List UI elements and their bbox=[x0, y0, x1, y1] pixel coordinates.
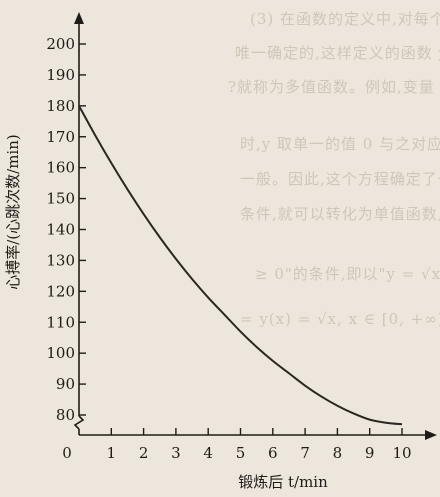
y-tick-label: 150 bbox=[46, 190, 75, 208]
y-tick-label: 90 bbox=[56, 375, 75, 393]
x-tick-label: 3 bbox=[171, 444, 181, 462]
axis-titles: 心搏率/(心跳次数/min) 锻炼后 t/min bbox=[4, 134, 328, 491]
x-tick-label: 6 bbox=[268, 444, 278, 462]
y-tick-label: 190 bbox=[46, 66, 75, 84]
x-axis-title: 锻炼后 t/min bbox=[238, 473, 328, 491]
y-tick-label: 160 bbox=[46, 159, 75, 177]
series-layer bbox=[78, 105, 403, 426]
y-tick-label: 180 bbox=[46, 97, 75, 115]
bleed-through-line-4: 时,y 取单一的值 0 与之对应,当 x bbox=[240, 135, 440, 153]
bleed-through-line-3: ?就称为多值函数。例如,变量 x 和 y bbox=[228, 78, 440, 96]
y-tick-label: 170 bbox=[46, 128, 75, 146]
heart-rate-curve bbox=[78, 105, 403, 426]
y-tick-label: 100 bbox=[46, 344, 75, 362]
bleed-through-line-5: 一般。因此,这个方程确定了一个多值 bbox=[240, 170, 440, 188]
bleed-through-line-8: = y(x) = √x, x ∈ [0, +∞) bbox=[240, 310, 440, 328]
y-tick-label: 130 bbox=[46, 251, 75, 269]
x-tick-label: 1 bbox=[107, 444, 117, 462]
x-tick-label: 5 bbox=[236, 444, 246, 462]
bleed-through-line-7: ≥ 0"的条件,即以"y = √x 且 y bbox=[255, 265, 440, 283]
y-axis-arrow bbox=[74, 12, 84, 24]
y-axis-break-mark bbox=[73, 415, 85, 430]
x-axis-arrow bbox=[425, 430, 437, 440]
x-tick-label: 10 bbox=[392, 444, 411, 462]
bleed-through-line-1: (3) 在函数的定义中,对每个 x ∈ bbox=[250, 10, 440, 28]
x-tick-label: 4 bbox=[203, 444, 213, 462]
bleed-through-line-6: 条件,就可以转化为单值函数,例如 bbox=[240, 205, 440, 223]
y-tick-label: 80 bbox=[56, 406, 75, 424]
bleed-through-line-2: 唯一确定的,这样定义的函数 y = f(x) 为 bbox=[235, 44, 440, 62]
x-tick-label: 9 bbox=[365, 444, 375, 462]
y-tick-label: 140 bbox=[46, 221, 75, 239]
y-tick-label: 200 bbox=[46, 35, 75, 53]
x-tick-label: 2 bbox=[139, 444, 149, 462]
x-tick-label: 0 bbox=[62, 444, 72, 462]
x-tick-label: 8 bbox=[333, 444, 343, 462]
x-axis: 0 1 2 3 4 5 6 7 8 9 10 bbox=[62, 428, 437, 462]
y-tick-label: 120 bbox=[46, 282, 75, 300]
x-tick-label: 7 bbox=[300, 444, 310, 462]
y-axis: 80 90 100 110 120 130 140 150 160 170 180 190 200 bbox=[46, 12, 86, 435]
y-axis-title: 心搏率/(心跳次数/min) bbox=[4, 134, 22, 290]
y-tick-label: 110 bbox=[46, 313, 75, 331]
